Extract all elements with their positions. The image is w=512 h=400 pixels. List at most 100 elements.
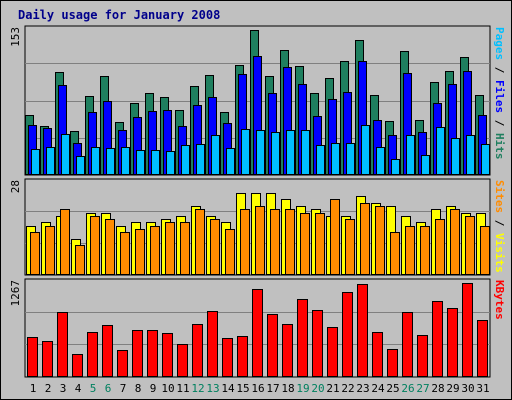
x-tick-label: 2 [45,382,52,395]
bar-pages-day-7 [121,147,130,175]
bar-pages-day-22 [346,143,355,175]
bar-pages-day-24 [376,147,385,175]
bar-pages-day-3 [61,134,70,175]
bar-sites-day-25 [390,232,400,275]
x-tick-label: 28 [431,382,444,395]
bar-pages-day-16 [256,130,265,175]
x-tick-label: 9 [150,382,157,395]
bar-sites-day-30 [465,216,475,275]
x-tick-label: 7 [120,382,127,395]
bar-sites-day-24 [375,206,385,275]
bar-sites-day-17 [270,209,280,275]
bar-kbytes-day-5 [87,332,98,377]
bar-pages-day-21 [331,143,340,175]
x-tick-label: 16 [251,382,264,395]
bar-kbytes-day-18 [282,324,293,377]
bar-kbytes-day-19 [297,299,308,377]
bar-pages-day-4 [76,156,85,175]
bar-sites-day-27 [420,226,430,275]
bar-sites-day-5 [90,216,100,275]
bar-pages-day-27 [421,155,430,175]
legend-entry: Files [493,80,506,113]
x-tick-label: 18 [281,382,294,395]
chart-title: Daily usage for January 2008 [18,8,220,22]
x-tick-label: 14 [221,382,235,395]
bar-sites-day-10 [165,222,175,275]
bar-sites-day-19 [300,213,310,275]
x-tick-label: 8 [135,382,142,395]
legend-entry: / [493,213,506,233]
x-tick-label: 29 [446,382,459,395]
bar-sites-day-15 [240,209,250,275]
bar-kbytes-day-11 [177,344,188,377]
bar-kbytes-day-29 [447,308,458,377]
bar-sites-day-16 [255,206,265,275]
bar-sites-day-26 [405,226,415,275]
legend: Pages / Files / Hits [493,27,506,160]
y-max-label: 1267 [9,280,22,307]
bar-sites-day-3 [60,209,70,275]
bar-pages-day-2 [46,147,55,175]
bar-pages-day-10 [166,151,175,175]
bar-sites-day-7 [120,232,130,275]
bar-sites-day-31 [480,226,490,275]
x-tick-label: 22 [341,382,354,395]
x-tick-label: 17 [266,382,279,395]
bar-kbytes-day-31 [477,320,488,377]
x-tick-label: 31 [476,382,489,395]
x-tick-label: 24 [371,382,385,395]
y-max-label: 153 [9,27,22,47]
bar-pages-day-26 [406,135,415,175]
legend-entry: Visits [493,233,506,273]
bar-kbytes-day-26 [402,312,413,377]
bar-kbytes-day-6 [102,325,113,377]
bar-kbytes-day-16 [252,289,263,377]
x-tick-label: 15 [236,382,249,395]
panel-1: 153 Pages / Files / Hits [9,25,506,176]
x-tick-label: 20 [311,382,324,395]
legend: KBytes [493,280,506,320]
bar-kbytes-day-20 [312,310,323,377]
bar-pages-day-1 [31,149,40,175]
legend-entry: / [493,113,506,133]
bar-kbytes-day-22 [342,292,353,377]
y-max-label: 28 [9,180,22,193]
panel-3: 1267 KBytes [9,278,506,378]
bar-sites-day-21 [330,199,340,275]
x-tick-label: 26 [401,382,414,395]
bar-pages-day-25 [391,159,400,175]
bar-pages-day-29 [451,138,460,175]
bar-kbytes-day-24 [372,332,383,377]
bar-sites-day-14 [225,229,235,275]
bar-pages-day-14 [226,148,235,175]
bar-sites-day-8 [135,229,145,275]
bar-sites-day-28 [435,219,445,275]
bar-pages-day-11 [181,145,190,175]
bar-pages-day-13 [211,135,220,175]
bar-pages-day-15 [241,129,250,175]
bar-kbytes-day-12 [192,324,203,377]
bar-pages-day-17 [271,132,280,175]
x-tick-label: 12 [191,382,204,395]
x-tick-label: 27 [416,382,429,395]
bar-pages-day-18 [286,130,295,175]
x-tick-label: 21 [326,382,339,395]
bar-kbytes-day-2 [42,341,53,377]
x-tick-label: 5 [90,382,97,395]
x-tick-label: 11 [176,382,189,395]
bar-sites-day-29 [450,209,460,275]
bar-sites-day-1 [30,232,40,275]
bar-kbytes-day-28 [432,301,443,377]
x-tick-label: 1 [30,382,37,395]
bar-kbytes-day-4 [72,354,83,377]
bar-kbytes-day-21 [327,327,338,377]
bar-kbytes-day-23 [357,284,368,377]
bar-sites-day-23 [360,203,370,275]
x-tick-label: 25 [386,382,399,395]
bar-pages-day-31 [481,144,490,175]
legend-entry: Sites [493,180,506,213]
bar-kbytes-day-10 [162,333,173,377]
x-tick-label: 10 [161,382,174,395]
bar-pages-day-6 [106,148,115,175]
